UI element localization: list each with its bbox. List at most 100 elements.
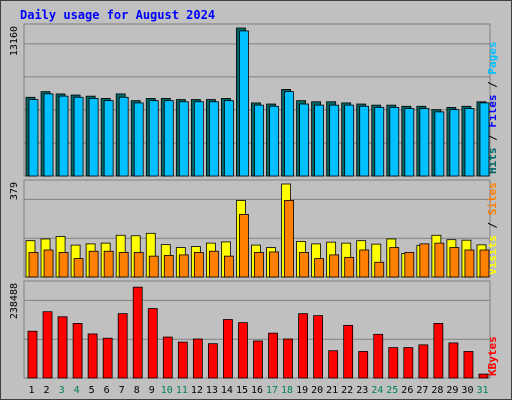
bar-files-2 <box>43 93 54 177</box>
bar-kbytes-16 <box>253 340 263 379</box>
bar-sites-2 <box>43 249 54 278</box>
bar-files-4 <box>73 96 84 177</box>
bar-files-11 <box>178 101 189 177</box>
bar-kbytes-27 <box>418 344 429 379</box>
bar-kbytes-8 <box>132 286 143 379</box>
y-max-label-kbytes: 238488 <box>9 283 20 319</box>
bar-sites-18 <box>284 200 294 278</box>
bar-sites-28 <box>434 242 445 278</box>
day-label-12: 12 <box>191 385 203 396</box>
bar-kbytes-26 <box>403 347 414 379</box>
bar-kbytes-4 <box>72 323 83 379</box>
day-label-2: 2 <box>44 385 50 396</box>
day-label-9: 9 <box>149 385 155 396</box>
bar-files-21 <box>329 104 340 177</box>
day-label-3: 3 <box>59 385 65 396</box>
bar-kbytes-18 <box>283 338 293 379</box>
bar-kbytes-20 <box>313 315 324 379</box>
bar-sites-29 <box>449 247 460 278</box>
day-label-23: 23 <box>356 385 368 396</box>
bar-kbytes-17 <box>268 332 278 379</box>
bar-sites-9 <box>148 255 159 278</box>
bar-sites-26 <box>404 252 415 278</box>
bar-sites-1 <box>28 252 39 278</box>
panel-kbytes: 238488 KBytes <box>9 280 499 379</box>
day-label-11: 11 <box>176 385 188 396</box>
bar-sites-13 <box>208 250 219 278</box>
bar-files-14 <box>224 100 234 177</box>
day-label-15: 15 <box>236 385 248 396</box>
bar-kbytes-11 <box>177 341 188 379</box>
day-label-6: 6 <box>104 385 110 396</box>
day-label-18: 18 <box>281 385 293 396</box>
bar-sites-11 <box>178 254 189 278</box>
bar-files-6 <box>103 100 114 177</box>
bar-kbytes-12 <box>192 338 203 379</box>
bar-sites-5 <box>88 250 99 278</box>
day-label-4: 4 <box>74 385 80 396</box>
bar-kbytes-10 <box>162 336 173 379</box>
bar-files-3 <box>58 95 69 177</box>
bar-sites-3 <box>58 252 69 278</box>
legend-kbytes: KBytes <box>486 336 499 376</box>
bar-files-22 <box>344 104 355 177</box>
bar-files-16 <box>254 104 264 177</box>
day-labels: 1 2 3 4 5 6 7 8 9 10 11 12 13 14 15 16 17 18 19 20 21 22 23 24 2… <box>29 385 489 396</box>
bar-kbytes-29 <box>448 342 459 379</box>
bar-files-28 <box>434 111 445 177</box>
bar-files-7 <box>118 96 129 177</box>
y-max-label-visits: 379 <box>9 182 20 200</box>
bar-sites-30 <box>464 249 475 278</box>
bar-files-13 <box>208 101 219 177</box>
legend-item: Pages <box>486 42 499 75</box>
day-label-31: 31 <box>476 385 488 396</box>
bar-kbytes-14 <box>223 319 233 379</box>
day-label-19: 19 <box>296 385 308 396</box>
day-label-26: 26 <box>401 385 413 396</box>
day-label-8: 8 <box>134 385 140 396</box>
day-label-30: 30 <box>461 385 473 396</box>
bar-sites-31 <box>479 249 490 278</box>
bar-files-9 <box>148 100 159 177</box>
y-max-label-requests: 13160 <box>9 26 20 56</box>
day-label-25: 25 <box>386 385 398 396</box>
bar-files-17 <box>269 105 279 177</box>
bar-kbytes-25 <box>388 347 399 379</box>
bar-sites-21 <box>329 254 340 278</box>
series-kbytes <box>27 286 489 379</box>
bar-files-12 <box>193 101 204 177</box>
bar-sites-16 <box>254 252 264 278</box>
bar-sites-10 <box>163 255 174 278</box>
bar-files-8 <box>133 102 144 177</box>
bar-sites-6 <box>103 250 114 278</box>
series-files <box>28 30 490 177</box>
chart-title: Daily usage for August 2024 <box>20 8 215 22</box>
bar-files-18 <box>284 91 294 177</box>
bar-sites-24 <box>374 261 385 278</box>
bar-kbytes-13 <box>207 343 218 379</box>
bar-files-31 <box>479 102 490 177</box>
bar-kbytes-23 <box>358 351 369 379</box>
day-label-1: 1 <box>29 385 35 396</box>
bar-kbytes-19 <box>298 313 308 379</box>
day-label-21: 21 <box>326 385 338 396</box>
bar-sites-8 <box>133 252 144 278</box>
bar-kbytes-24 <box>373 333 384 379</box>
bar-sites-22 <box>344 256 355 278</box>
legend-item: KBytes <box>486 336 499 376</box>
day-label-7: 7 <box>119 385 125 396</box>
day-label-13: 13 <box>206 385 218 396</box>
bar-files-27 <box>419 108 430 177</box>
bar-files-5 <box>88 98 99 177</box>
bar-sites-23 <box>359 249 370 278</box>
bar-sites-12 <box>193 252 204 278</box>
bar-files-24 <box>374 106 385 177</box>
bar-sites-25 <box>389 247 400 278</box>
bar-files-29 <box>449 109 460 177</box>
bar-sites-4 <box>73 258 84 278</box>
